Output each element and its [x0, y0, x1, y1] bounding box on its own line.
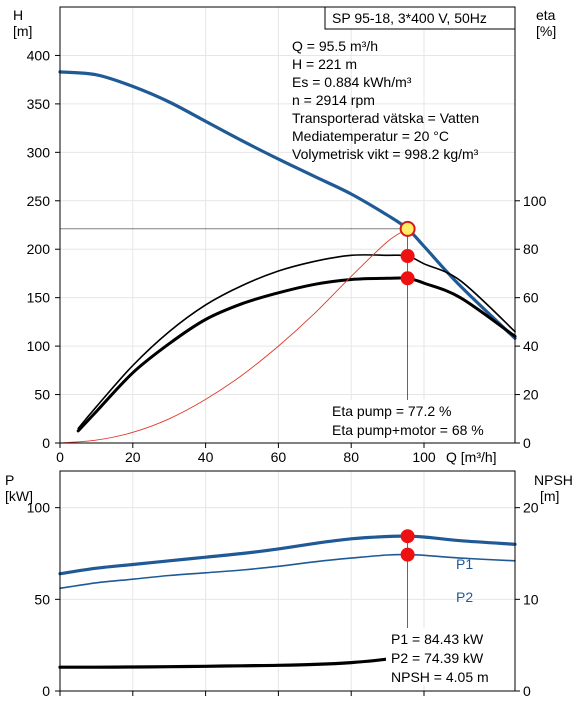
top-series-line-2 — [76, 276, 517, 433]
top-plot-frame — [59, 6, 516, 444]
chart-title: SP 95-18, 3*400 V, 50Hz — [332, 10, 487, 26]
p1-value-label: P1 = 84.43 kW — [391, 631, 484, 647]
top-operating-marker-2 — [400, 271, 415, 286]
bottom-y-tick-label-50: 50 — [34, 591, 50, 607]
top-series-line-1 — [77, 254, 516, 430]
bottom-operating-marker-1 — [400, 547, 415, 562]
top-x-tick-label-100: 100 — [412, 449, 436, 465]
bottom-chart-curves — [58, 529, 517, 669]
top-y-tick-label-100: 100 — [27, 338, 51, 354]
power-info-box — [386, 628, 498, 686]
info-line-h: H = 221 m — [292, 56, 357, 72]
info-line-es: Es = 0.884 kWh/m³ — [292, 74, 412, 90]
top-y2-axis-label-line2: [%] — [536, 23, 556, 39]
top-x-tick-label-80: 80 — [343, 449, 359, 465]
bottom-y2-tick-label-0: 0 — [523, 683, 531, 699]
top-y2-tick-label-40: 40 — [523, 338, 539, 354]
info-line-fluid: Transporterad vätska = Vatten — [292, 110, 479, 126]
top-series-line-0 — [58, 70, 517, 340]
eta-info-box — [326, 400, 500, 440]
operating-point-info: Q = 95.5 m³/h H = 221 m Es = 0.884 kWh/m… — [292, 38, 479, 162]
series-label-p1: P1 — [456, 556, 473, 572]
p2-value-label: P2 = 74.39 kW — [391, 650, 484, 666]
top-y2-tick-label-100: 100 — [523, 193, 547, 209]
top-y2-tick-label-20: 20 — [523, 387, 539, 403]
bottom-chart-ticks: 0 50 100 0 10 20 — [27, 500, 539, 699]
chart-title-box — [324, 6, 516, 30]
top-y2-tick-label-60: 60 — [523, 290, 539, 306]
info-line-q: Q = 95.5 m³/h — [292, 38, 378, 54]
top-x-tick-label-60: 60 — [271, 449, 287, 465]
top-y2-tick-label-80: 80 — [523, 241, 539, 257]
bottom-y2-axis-label-line2: [m] — [540, 488, 559, 504]
top-x-axis-label: Q [m³/h] — [446, 449, 497, 465]
top-y-tick-label-350: 350 — [27, 96, 51, 112]
bottom-series-line-1 — [59, 553, 516, 590]
npsh-value-label: NPSH = 4.05 m — [391, 669, 489, 685]
info-line-n: n = 2914 rpm — [292, 92, 375, 108]
info-line-density: Volymetrisk vikt = 998.2 kg/m³ — [292, 146, 479, 162]
top-y-axis-label-line2: [m] — [13, 23, 32, 39]
top-series-line-3 — [59, 228, 409, 444]
top-chart-ticks: 0 50 100 150 200 250 300 350 400 0 20 40 60 80 100 0 20 4… — [27, 47, 547, 465]
top-y-tick-label-300: 300 — [27, 144, 51, 160]
bottom-y-tick-label-0: 0 — [42, 683, 50, 699]
bottom-operating-marker-0 — [400, 529, 415, 544]
bottom-series-line-2 — [58, 652, 410, 669]
top-y-tick-label-0: 0 — [42, 435, 50, 451]
bottom-y2-axis-label-line1: NPSH — [534, 472, 573, 488]
info-line-temperature: Mediatemperatur = 20 °C — [292, 128, 449, 144]
bottom-y2-tick-label-20: 20 — [523, 500, 539, 516]
series-label-p2: P2 — [456, 589, 473, 605]
top-y2-tick-label-0: 0 — [523, 435, 531, 451]
bottom-plot-frame — [59, 470, 516, 692]
top-operating-marker-0 — [399, 220, 416, 237]
top-x-tick-label-20: 20 — [125, 449, 141, 465]
top-y-tick-label-50: 50 — [34, 387, 50, 403]
bottom-y-tick-label-100: 100 — [27, 500, 51, 516]
top-y-axis-label-line1: H — [13, 7, 23, 23]
eta-pump-motor-label: Eta pump+motor = 68 % — [332, 422, 484, 438]
top-operating-marker-1 — [400, 249, 415, 264]
top-y2-axis-label-line1: eta — [536, 7, 556, 23]
top-chart-grid — [60, 7, 515, 443]
eta-pump-label: Eta pump = 77.2 % — [332, 403, 451, 419]
top-y-tick-label-400: 400 — [27, 47, 51, 63]
top-y-tick-label-250: 250 — [27, 193, 51, 209]
bottom-series-line-0 — [58, 534, 517, 576]
top-y-tick-label-150: 150 — [27, 290, 51, 306]
bottom-y-axis-label-line1: P — [5, 472, 14, 488]
top-x-tick-label-40: 40 — [198, 449, 214, 465]
bottom-y-axis-label-line2: [kW] — [5, 488, 33, 504]
top-chart-curves — [58, 70, 517, 444]
bottom-y2-tick-label-10: 10 — [523, 591, 539, 607]
top-y-tick-label-200: 200 — [27, 241, 51, 257]
top-x-tick-label-0: 0 — [56, 449, 64, 465]
